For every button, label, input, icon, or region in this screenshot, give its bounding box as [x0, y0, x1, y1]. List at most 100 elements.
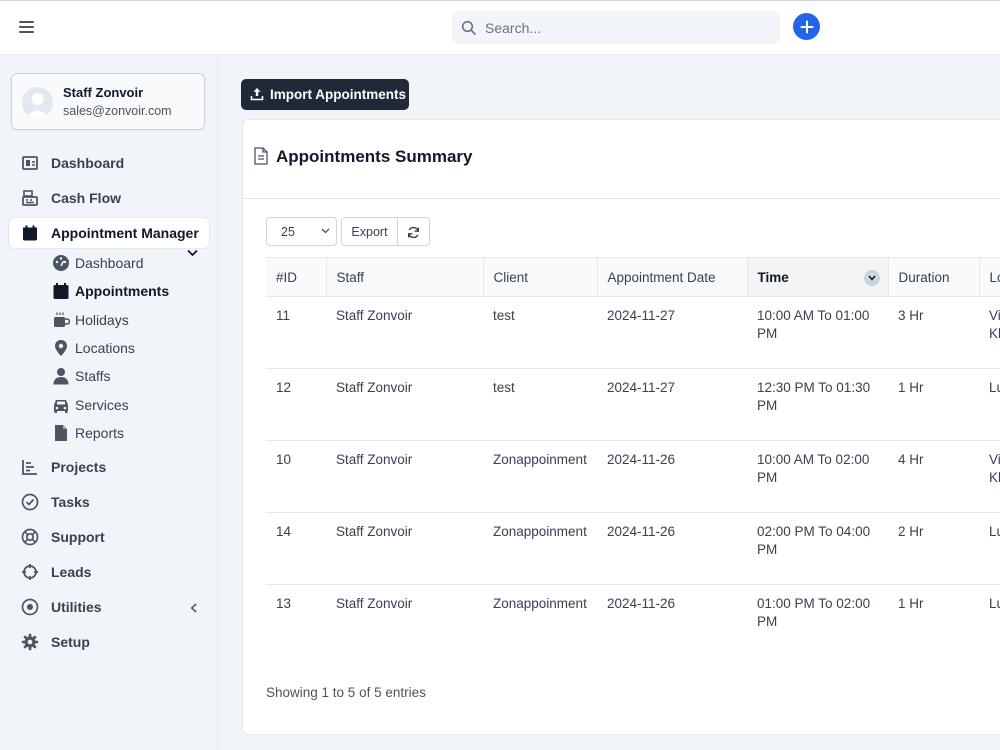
column-header-duration[interactable]: Duration — [888, 257, 980, 297]
sidebar-item-label: Setup — [51, 634, 90, 650]
import-appointments-button[interactable]: Import Appointments — [241, 79, 409, 110]
sidebar-item-support[interactable]: Support — [8, 521, 210, 553]
sidebar-item-label: Cash Flow — [51, 190, 122, 206]
sidebar-item-setup[interactable]: Setup — [8, 626, 210, 658]
sort-desc-icon — [863, 270, 880, 286]
quick-create-button[interactable] — [793, 13, 820, 40]
refresh-button[interactable] — [398, 217, 430, 246]
cell-id: 12 — [266, 368, 326, 441]
sidebar-item-dashboard[interactable]: Dashboard — [8, 147, 210, 179]
sidebar-item-label: Utilities — [51, 599, 102, 615]
sidebar-subitem-label: Services — [75, 397, 129, 413]
cell-time: 01:00 PM To 02:00 PM — [757, 596, 871, 629]
sidebar-subitem-label: Holidays — [75, 312, 129, 328]
sidebar-subitem-services[interactable]: Services — [52, 393, 202, 417]
cell-location: Lu — [979, 368, 1000, 441]
cell-client: test — [483, 368, 597, 441]
column-header-id[interactable]: #ID — [266, 257, 327, 297]
sidebar-item-label: Support — [51, 529, 105, 545]
sidebar-subitem-label: Locations — [75, 340, 135, 356]
sidebar-item-label: Appointment Manager — [51, 225, 199, 241]
appointments-summary-card: Appointments Summary 25 Export #ID Staff… — [242, 119, 1000, 735]
export-button[interactable]: Export — [341, 217, 398, 246]
table-row[interactable]: 14 Staff Zonvoir Zonappoinment 2024-11-2… — [266, 512, 1000, 585]
column-header-appointment-date[interactable]: Appointment Date — [597, 257, 748, 297]
cell-time: 02:00 PM To 04:00 PM — [747, 512, 888, 585]
cell-client: test — [483, 296, 597, 369]
column-header-staff[interactable]: Staff — [326, 257, 484, 297]
sidebar-item-label: Projects — [51, 459, 107, 475]
column-header-time-label: Time — [757, 269, 789, 285]
cell-date: 2024-11-27 — [597, 296, 747, 369]
column-header-client[interactable]: Client — [483, 257, 598, 297]
table-row[interactable]: 10 Staff Zonvoir Zonappoinment 2024-11-2… — [266, 440, 1000, 513]
cell-time: 10:00 AM To 02:00 PM — [747, 440, 888, 513]
cell-duration: 1 Hr — [898, 596, 924, 611]
sidebar-subitem-reports[interactable]: Reports — [52, 421, 202, 445]
refresh-icon — [408, 226, 419, 239]
cell-date: 2024-11-26 — [597, 440, 747, 513]
sidebar-item-leads[interactable]: Leads — [8, 556, 210, 588]
column-header-time[interactable]: Time — [747, 257, 889, 297]
map-pin-icon — [55, 340, 67, 356]
cell-date: 2024-11-27 — [597, 368, 747, 441]
cell-duration: 3 Hr — [888, 296, 979, 369]
user-email: sales@zonvoir.com — [63, 104, 172, 118]
table-header-row: #ID Staff Client Appointment Date Time D… — [266, 257, 1000, 297]
sidebar: Staff Zonvoir sales@zonvoir.com Dashboar… — [0, 56, 218, 750]
card-header: Appointments Summary — [243, 120, 1000, 199]
top-bar — [0, 0, 1000, 55]
menu-icon[interactable] — [19, 21, 34, 33]
table-row[interactable]: 12 Staff Zonvoir test 2024-11-27 12:30 P… — [266, 368, 1000, 441]
sidebar-subitem-label: Dashboard — [75, 255, 144, 271]
cell-staff: Staff Zonvoir — [326, 368, 483, 441]
cell-location: Vi Kh — [979, 440, 1000, 513]
column-header-location[interactable]: Lo — [979, 257, 1000, 297]
mug-icon — [54, 312, 70, 327]
search-box[interactable] — [452, 11, 780, 44]
chart-icon — [22, 460, 37, 475]
sidebar-item-label: Dashboard — [51, 155, 125, 171]
cell-client: Zonappoinment — [493, 596, 587, 611]
sidebar-item-cash-flow[interactable]: Cash Flow — [8, 182, 210, 214]
check-circle-icon — [21, 493, 39, 511]
record-circle-icon — [21, 598, 39, 616]
sidebar-subitem-appointments[interactable]: Appointments — [52, 279, 202, 303]
sidebar-item-projects[interactable]: Projects — [8, 451, 210, 483]
user-profile-card[interactable]: Staff Zonvoir sales@zonvoir.com — [11, 73, 205, 130]
cell-staff: Staff Zonvoir — [336, 596, 413, 611]
sidebar-item-label: Tasks — [51, 494, 90, 510]
cell-client: Zonappoinment — [483, 512, 597, 585]
cell-staff: Staff Zonvoir — [326, 440, 483, 513]
cell-duration: 1 Hr — [888, 368, 979, 441]
chevron-down-icon[interactable] — [187, 249, 198, 257]
table-row[interactable]: 13 Staff Zonvoir Zonappoinment 2024-11-2… — [266, 585, 1000, 657]
user-name: Staff Zonvoir — [63, 85, 144, 100]
page-title: Appointments Summary — [276, 147, 473, 166]
chevron-left-icon — [190, 603, 197, 613]
page-length-value: 25 — [281, 225, 295, 239]
sidebar-subitem-dashboard[interactable]: Dashboard — [52, 251, 202, 275]
avatar — [22, 87, 53, 118]
cell-date: 2024-11-26 — [607, 596, 676, 611]
page-length-select[interactable]: 25 — [266, 217, 337, 246]
upload-icon — [250, 88, 264, 101]
user-icon — [53, 368, 69, 385]
sidebar-item-appointment-manager[interactable]: Appointment Manager — [8, 217, 210, 249]
sidebar-subitem-locations[interactable]: Locations — [52, 336, 202, 360]
search-icon — [461, 20, 476, 35]
cell-staff: Staff Zonvoir — [326, 296, 483, 369]
sidebar-subitem-holidays[interactable]: Holidays — [52, 308, 202, 332]
table-row[interactable]: 11 Staff Zonvoir test 2024-11-27 10:00 A… — [266, 296, 1000, 369]
appointments-table: #ID Staff Client Appointment Date Time D… — [266, 257, 1000, 657]
cash-register-icon — [22, 190, 38, 206]
search-input[interactable] — [485, 11, 770, 44]
gauge-icon — [53, 255, 69, 271]
sidebar-item-tasks[interactable]: Tasks — [8, 486, 210, 518]
cell-location: Lu — [979, 512, 1000, 585]
table-info: Showing 1 to 5 of 5 entries — [266, 685, 426, 700]
lifebuoy-icon — [21, 528, 39, 546]
sidebar-item-utilities[interactable]: Utilities — [8, 591, 210, 623]
sidebar-subitem-staffs[interactable]: Staffs — [52, 364, 202, 388]
sidebar-subitem-label: Staffs — [75, 368, 111, 384]
